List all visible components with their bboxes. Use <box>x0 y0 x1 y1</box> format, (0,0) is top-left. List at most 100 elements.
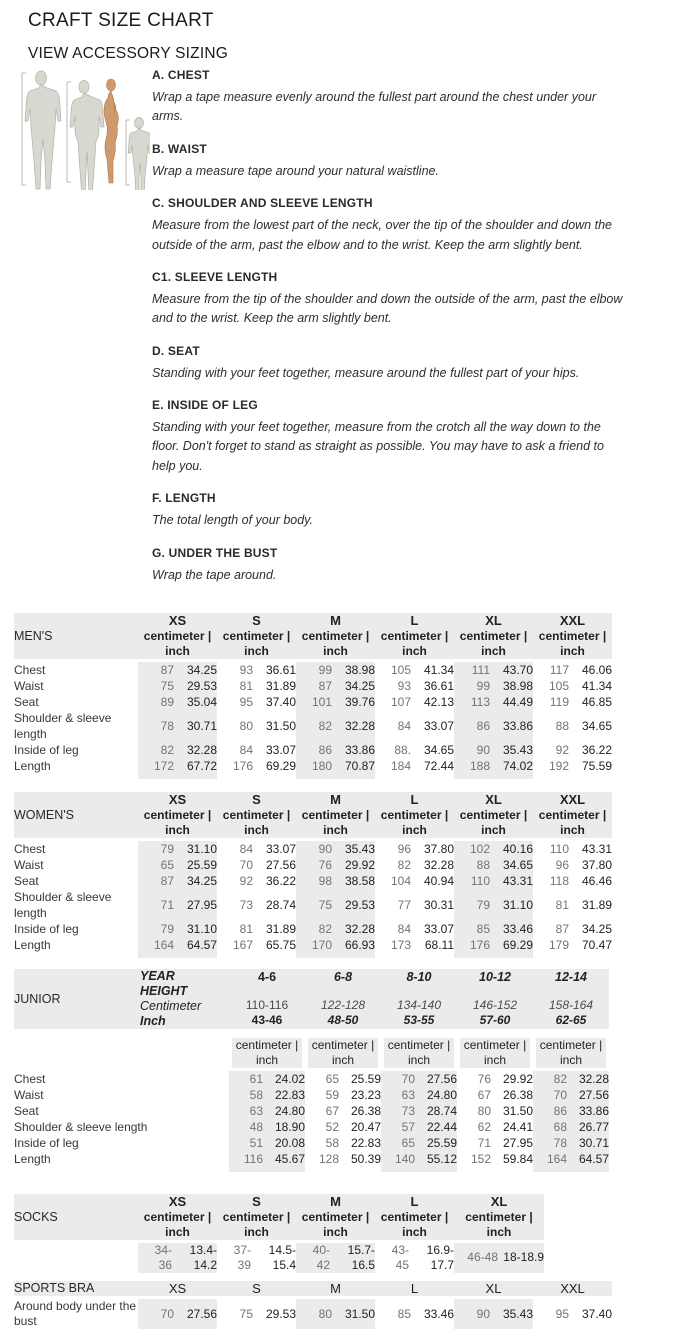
inch-value: 43.31 <box>490 872 533 889</box>
cm-value: 71 <box>138 888 174 921</box>
table-row: Waist 65 25.59 70 27.56 76 29.92 82 32.28 88 34.65… <box>14 856 612 873</box>
cm-value: 85 <box>397 1306 411 1321</box>
cm-value: 71 <box>477 1135 491 1150</box>
table-row: Length 172 67.72 176 69.29 180 70.87 184 72.44 18… <box>14 757 612 774</box>
cm-value: 90 <box>454 741 490 758</box>
unit-inch-label: inch <box>402 643 427 658</box>
inch-value: 37.40 <box>581 1306 612 1321</box>
height-cm-range: 122-128 <box>320 997 366 1012</box>
cm-value: 170 <box>296 936 332 953</box>
cm-value: 180 <box>296 757 332 774</box>
table-row: Inside of leg 51 20.08 58 22.83 65 25.59 71 27.9… <box>14 1134 609 1151</box>
unit-inch-label: inch <box>402 1224 427 1239</box>
cm-value: 65 <box>138 856 174 873</box>
unit-centimeter-label: centimeter | <box>465 1209 533 1224</box>
inch-value: 36.61 <box>265 662 296 677</box>
female-figure <box>69 80 105 190</box>
year-height-header: YEAR HEIGHT Centimeter Inch <box>140 968 229 1032</box>
cm-value: 87 <box>138 872 174 889</box>
row-label: Chest <box>14 841 46 856</box>
size-column-header: S <box>217 1280 296 1299</box>
size-name: XL <box>485 791 502 807</box>
inch-value: 31.50 <box>502 1103 533 1118</box>
unit-header-cell: centimeter | inch <box>305 1037 381 1071</box>
unit-inch-label: inch <box>244 643 269 658</box>
size-column-header: XL centimeter | inch <box>454 791 533 841</box>
inch-value: 27.56 <box>567 1086 609 1103</box>
cm-value: 88 <box>454 856 490 873</box>
cm-value: 107 <box>390 694 411 709</box>
measurement-description: Wrap a tape measure evenly around the fu… <box>152 90 597 124</box>
age-group-header: 12-14 158-164 62-65 <box>533 968 609 1032</box>
unit-inch-label: inch <box>255 1052 278 1067</box>
inch-value: 38.58 <box>332 872 375 889</box>
table-row: Length 116 45.67 128 50.39 140 55.12 152 59.84 16… <box>14 1150 609 1167</box>
unit-inch-label: inch <box>165 643 190 658</box>
unit-header-cell: centimeter | inch <box>533 1037 609 1071</box>
inch-value: 31.10 <box>174 920 217 937</box>
measurement-instructions: A. CHEST Wrap a tape measure evenly aroun… <box>152 68 628 585</box>
row-label: Length <box>14 937 51 952</box>
inch-value: 36.22 <box>265 873 296 888</box>
cm-value: 89 <box>138 693 174 710</box>
female-side-figure <box>103 78 119 184</box>
inch-value: 43.31 <box>581 841 612 856</box>
inch-value: 41.34 <box>581 678 612 693</box>
age-years: 6-8 <box>333 969 353 984</box>
inch-value: 64.57 <box>567 1150 609 1167</box>
inch-value: 55.12 <box>415 1150 457 1167</box>
inch-value: 25.59 <box>415 1134 457 1151</box>
inch-value: 70.47 <box>581 937 612 952</box>
inch-value: 31.89 <box>265 678 296 693</box>
cm-value: 110 <box>549 841 569 856</box>
cm-value: 110 <box>454 872 490 889</box>
cm-value: 80 <box>296 1298 332 1329</box>
table-row: Around body under the bust 70 27.56 75 29.53… <box>14 1298 612 1329</box>
size-column-header: XL centimeter | inch <box>454 612 533 662</box>
height-inch-range: 43-46 <box>251 1012 283 1027</box>
cm-value: 176 <box>454 936 490 953</box>
cm-value: 34- 36 <box>138 1242 172 1273</box>
cm-value: 86 <box>296 741 332 758</box>
cm-value: 78 <box>138 709 174 742</box>
table-row: Seat 89 35.04 95 37.40 101 39.76 107 42.13 113 44.… <box>14 693 612 710</box>
cm-value: 65 <box>381 1134 415 1151</box>
unit-centimeter-label: centimeter | <box>538 807 607 822</box>
unit-inch-label: inch <box>481 822 506 837</box>
size-column-header: XS centimeter | inch <box>138 791 217 841</box>
size-column-header: L <box>375 1280 454 1299</box>
cm-value: 63 <box>229 1102 263 1119</box>
cm-value: 84 <box>239 742 253 757</box>
inch-value: 45.67 <box>263 1150 305 1167</box>
measurement-heading: F. LENGTH <box>152 491 216 506</box>
inch-value: 20.47 <box>350 1119 381 1134</box>
inch-value: 26.77 <box>567 1118 609 1135</box>
inch-value: 33.86 <box>490 709 533 742</box>
inch-value: 43.70 <box>490 661 533 678</box>
size-name: S <box>252 612 261 628</box>
cm-value: 80 <box>477 1103 491 1118</box>
height-inch-range: 57-60 <box>479 1012 511 1027</box>
inch-value: 30.71 <box>567 1134 609 1151</box>
cm-value: 84 <box>397 921 411 936</box>
cm-value: 82 <box>296 920 332 937</box>
table-row: Length 164 64.57 167 65.75 170 66.93 173 68.11 17… <box>14 936 612 953</box>
row-label: Seat <box>14 1103 39 1118</box>
cm-value: 87 <box>138 661 174 678</box>
cm-value: 172 <box>138 757 174 774</box>
inch-value: 68.11 <box>424 937 454 952</box>
view-accessory-sizing-link[interactable]: VIEW ACCESSORY SIZING <box>28 45 229 62</box>
cm-value: 73 <box>381 1102 415 1119</box>
inch-value: 25.59 <box>350 1071 381 1086</box>
unit-inch-label: inch <box>244 822 269 837</box>
cm-value: 81 <box>239 678 253 693</box>
height-cm-range: 110-116 <box>245 997 289 1012</box>
unit-inch-label: inch <box>560 643 585 658</box>
cm-value: 58 <box>325 1135 339 1150</box>
row-label: Seat <box>14 873 39 888</box>
table-bottom-padding <box>14 952 612 958</box>
measurement-guide: A. CHEST Wrap a tape measure evenly aroun… <box>0 68 700 585</box>
